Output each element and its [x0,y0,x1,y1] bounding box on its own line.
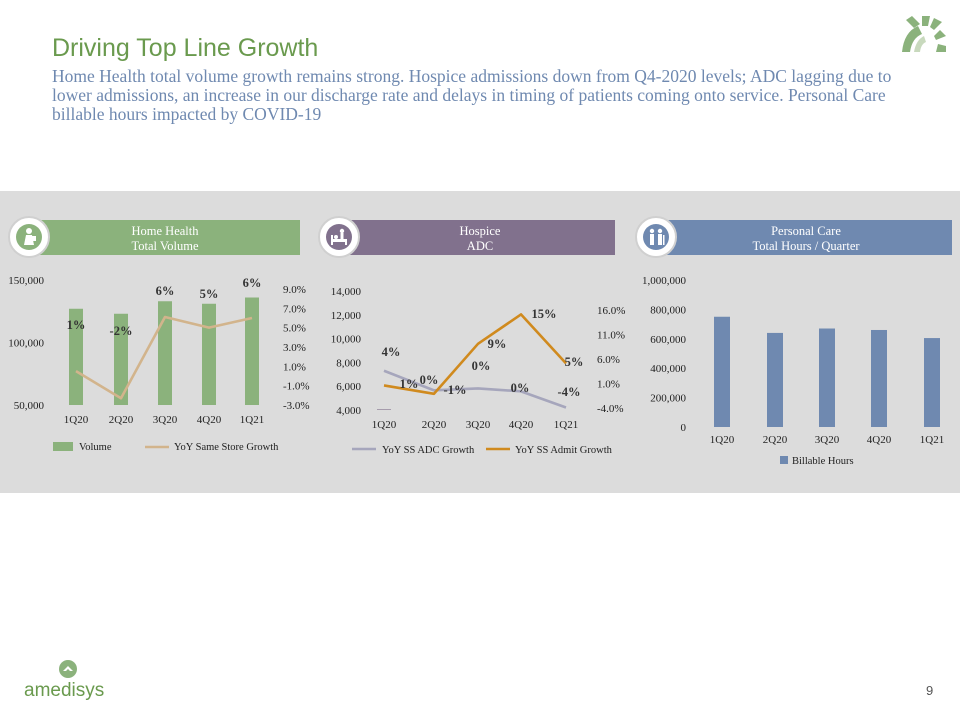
hs-left-tick-label: 14,000 [331,286,362,298]
hs-adc-data-label: -4% [558,385,581,399]
hh-right-tick-label: -3.0% [283,400,310,412]
pc-left-tick-label: 400,000 [650,363,686,375]
hs-admit-data-label: 1% [400,377,419,391]
page-subtitle: Home Health total volume growth remains … [52,66,892,124]
hh-right-tick-label: 7.0% [283,303,306,315]
hs-adc-data-label: -1% [444,383,467,397]
pc-left-tick-label: 600,000 [650,334,686,346]
hs-admit-data-label: 0% [472,359,491,373]
hs-legend-admit-label: YoY SS Admit Growth [515,445,613,456]
hs-adc-bar [377,409,391,410]
hh-right-tick-label: 1.0% [283,361,306,373]
pc-category-label: 1Q21 [920,434,944,446]
pc-category-label: 2Q20 [763,434,788,446]
footer-brand: amedisys [24,680,105,701]
hs-category-label: 3Q20 [466,419,491,431]
header-hospice-line2: ADC [466,239,494,253]
hh-legend-volume-swatch [53,442,73,451]
hh-data-label: 6% [156,284,175,298]
pc-category-label: 4Q20 [867,434,892,446]
hs-left-tick-label: 10,000 [331,334,362,346]
hs-adc-data-label: 4% [382,345,401,359]
hs-left-tick-label: 8,000 [336,357,361,369]
hs-adc-growth-line [383,369,567,409]
pc-billable-hours-bar [871,329,887,427]
header-personal-care-line2: Total Hours / Quarter [752,239,860,253]
hs-admit-data-label: 9% [488,337,507,351]
header-home-health-line1: Home Health [131,224,199,238]
header-hospice: Hospice ADC [345,220,615,255]
header-home-health: Home Health Total Volume [30,220,300,255]
hh-legend-volume-label: Volume [79,442,112,453]
hh-left-tick-label: 50,000 [14,400,45,412]
page-title: Driving Top Line Growth [52,34,319,62]
hh-legend-growth-label: YoY Same Store Growth [174,442,279,453]
hs-left-tick-label: 6,000 [336,381,361,393]
hs-right-tick-label: -4.0% [597,403,624,415]
pc-category-label: 3Q20 [815,434,840,446]
hh-volume-bar [69,308,83,405]
pc-billable-hours-bar [924,338,940,427]
hh-yoy-growth-line [75,315,253,400]
pc-category-label: 1Q20 [710,434,735,446]
hh-left-tick-label: 150,000 [8,275,44,287]
hh-data-label: 5% [200,287,219,301]
hh-right-tick-label: -1.0% [283,381,310,393]
hh-category-label: 4Q20 [197,414,222,426]
hs-admit-growth-line [383,313,567,396]
hs-admit-data-label: 15% [532,307,557,321]
hs-right-tick-label: 16.0% [597,305,625,317]
hh-right-tick-label: 9.0% [283,284,306,296]
hospice-bed-icon [318,216,360,258]
hh-volume-bar [114,313,128,405]
hs-category-label: 2Q20 [422,419,447,431]
hs-admit-data-label: 5% [565,355,584,369]
corner-logo-icon [902,16,946,52]
page-number: 9 [926,683,934,698]
hs-adc-data-label: 0% [420,373,439,387]
pc-billable-hours-bar [714,316,730,427]
hh-right-tick-label: 5.0% [283,323,306,335]
personal-care-people-icon [635,216,677,258]
header-hospice-line1: Hospice [459,224,501,238]
hh-left-tick-label: 100,000 [8,338,44,350]
hh-volume-bar [158,301,172,405]
pc-left-tick-label: 200,000 [650,393,686,405]
hh-volume-bar [202,303,216,405]
hh-data-label: -2% [110,324,133,338]
hs-right-tick-label: 11.0% [597,330,625,342]
hh-volume-bar [245,297,259,405]
pc-legend-swatch [780,456,788,464]
hs-adc-data-label: 0% [511,381,530,395]
hs-category-label: 1Q20 [372,419,397,431]
hh-category-label: 3Q20 [153,414,178,426]
hs-right-tick-label: 6.0% [597,354,620,366]
hs-legend-adc-label: YoY SS ADC Growth [382,445,475,456]
pc-left-tick-label: 0 [681,422,687,434]
caregiver-icon [8,216,50,258]
hh-data-label: 6% [243,276,262,290]
hs-category-label: 1Q21 [554,419,578,431]
header-home-health-line2: Total Volume [131,239,199,253]
pc-left-tick-label: 800,000 [650,304,686,316]
hh-data-label: 1% [67,318,86,332]
pc-billable-hours-bar [767,332,783,427]
hh-category-label: 2Q20 [109,414,134,426]
pc-left-tick-label: 1,000,000 [642,275,687,287]
hs-category-label: 4Q20 [509,419,534,431]
hs-left-tick-label: 12,000 [331,310,362,322]
header-personal-care: Personal Care Total Hours / Quarter [660,220,952,255]
header-personal-care-line1: Personal Care [771,224,841,238]
hs-right-tick-label: 1.0% [597,379,620,391]
hh-right-tick-label: 3.0% [283,342,306,354]
hh-category-label: 1Q21 [240,414,264,426]
hh-category-label: 1Q20 [64,414,89,426]
amedisys-logo-icon [59,660,77,678]
pc-billable-hours-bar [819,328,835,427]
pc-legend-label: Billable Hours [792,456,854,467]
hs-left-tick-label: 4,000 [336,405,361,417]
